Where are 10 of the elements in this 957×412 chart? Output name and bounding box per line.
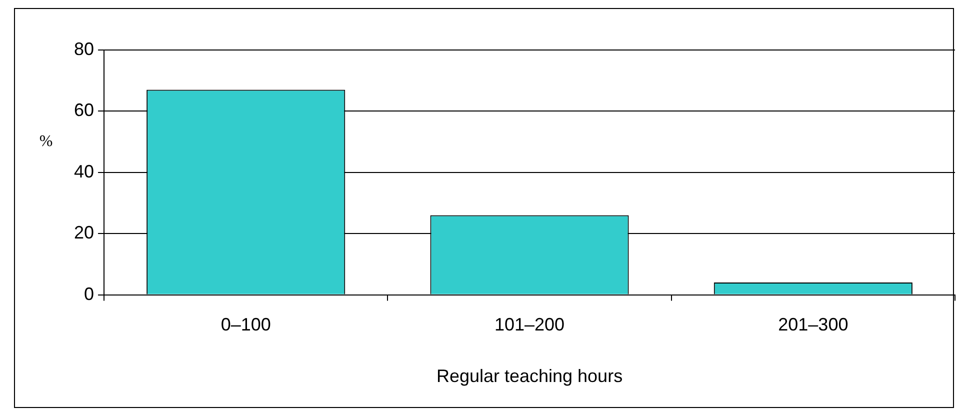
y-tick-label: 80 [74,38,94,59]
x-axis-title: Regular teaching hours [436,366,623,386]
x-tick-label: 0–100 [220,314,271,335]
y-tick-label: 0 [84,284,94,304]
y-tick-label: 60 [74,100,94,120]
x-tick-label: 101–200 [494,314,565,335]
y-tick-label: 20 [74,222,94,243]
y-axis-title: % [39,133,53,150]
y-tick-label: 40 [74,161,94,182]
x-tick-label: 201–300 [778,314,848,335]
